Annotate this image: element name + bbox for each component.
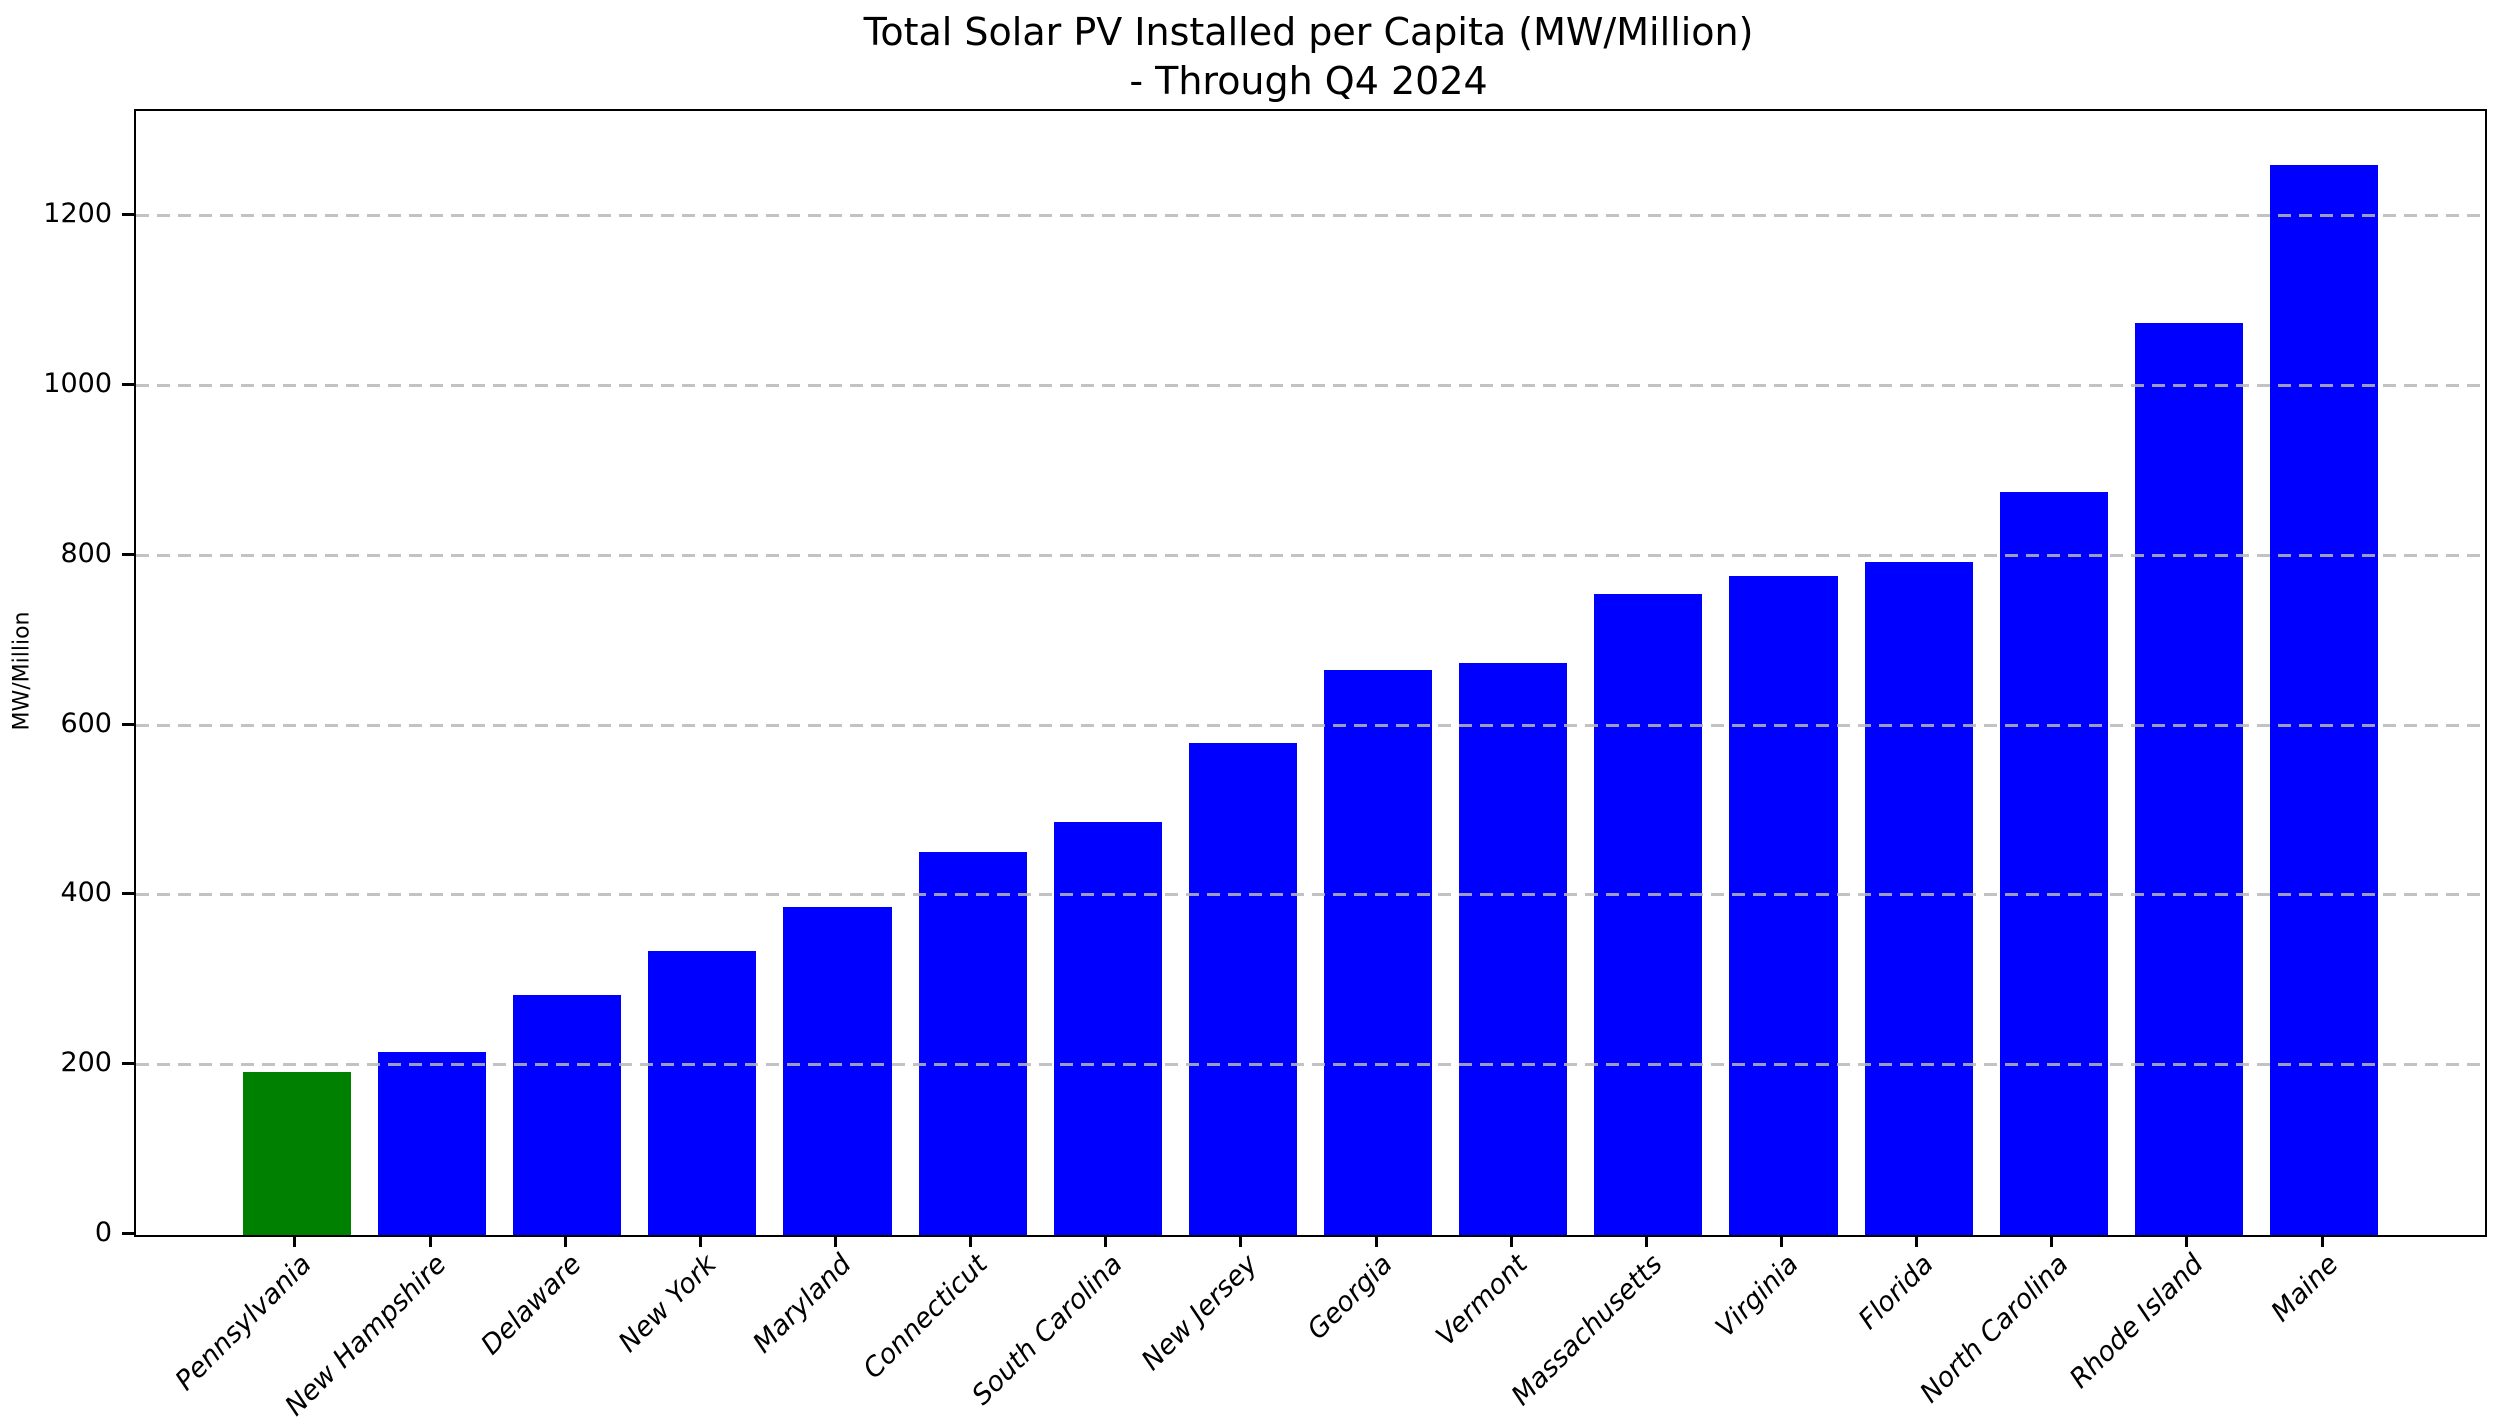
chart-title-line2: - Through Q4 2024 — [1129, 59, 1488, 104]
bar-north-carolina — [1999, 492, 2108, 1235]
bar-new-york — [648, 950, 757, 1235]
bar-maine — [2270, 165, 2379, 1235]
x-tick-mark-south-carolina — [1104, 1235, 1108, 1247]
y-tick-mark-0 — [122, 1232, 134, 1235]
x-tick-mark-florida — [1915, 1235, 1919, 1247]
bar-new-jersey — [1188, 742, 1297, 1235]
plot-area — [134, 109, 2487, 1237]
bar-new-hampshire — [378, 1052, 487, 1235]
x-tick-mark-virginia — [1780, 1235, 1783, 1247]
bar-georgia — [1324, 670, 1433, 1235]
chart-title-line1: Total Solar PV Installed per Capita (MW/… — [863, 10, 1754, 54]
y-tick-label-200: 200 — [60, 1047, 112, 1079]
x-tick-mark-maryland — [833, 1235, 837, 1247]
y-tick-label-1200: 1200 — [43, 198, 112, 230]
y-tick-label-1000: 1000 — [43, 368, 112, 400]
x-tick-mark-new-hampshire — [428, 1235, 432, 1247]
x-tick-mark-delaware — [563, 1235, 567, 1247]
x-tick-mark-new-york — [698, 1235, 702, 1247]
gridline-y-400 — [136, 893, 2485, 897]
x-tick-mark-georgia — [1374, 1235, 1378, 1247]
bar-delaware — [513, 994, 622, 1235]
bar-massachusetts — [1594, 594, 1703, 1235]
bar-maryland — [783, 907, 892, 1235]
y-tick-mark-400 — [122, 892, 134, 896]
gridline-y-1000 — [136, 384, 2485, 388]
x-tick-mark-maine — [2320, 1235, 2324, 1247]
y-tick-label-600: 600 — [60, 707, 112, 739]
x-tick-mark-new-jersey — [1239, 1235, 1243, 1247]
y-tick-mark-1000 — [122, 383, 134, 387]
gridline-y-800 — [136, 553, 2485, 557]
bar-pennsylvania — [242, 1072, 351, 1235]
x-tick-label-pennsylvania: Pennsylvania — [169, 1248, 318, 1397]
chart-title: Total Solar PV Installed per Capita (MW/… — [134, 8, 2483, 107]
bar-south-carolina — [1053, 822, 1162, 1235]
gridline-y-600 — [136, 723, 2485, 727]
y-tick-mark-1200 — [122, 213, 134, 217]
bar-virginia — [1729, 576, 1838, 1235]
x-tick-mark-north-carolina — [2050, 1235, 2054, 1247]
y-tick-label-800: 800 — [60, 537, 112, 569]
x-tick-mark-massachusetts — [1644, 1235, 1648, 1247]
x-tick-mark-rhode-island — [2185, 1235, 2189, 1247]
bar-florida — [1864, 561, 1973, 1235]
y-tick-label-400: 400 — [60, 877, 112, 909]
y-tick-mark-800 — [122, 552, 134, 556]
gridline-y-1200 — [136, 214, 2485, 218]
bar-rhode-island — [2134, 323, 2243, 1235]
y-tick-mark-600 — [122, 722, 134, 726]
x-tick-mark-vermont — [1509, 1235, 1513, 1247]
x-tick-mark-pennsylvania — [293, 1235, 297, 1247]
bar-vermont — [1459, 662, 1568, 1235]
bar-connecticut — [918, 852, 1027, 1235]
x-tick-mark-connecticut — [969, 1235, 973, 1247]
gridline-y-200 — [136, 1063, 2485, 1067]
y-tick-label-0: 0 — [94, 1217, 112, 1248]
y-tick-mark-200 — [122, 1062, 134, 1066]
